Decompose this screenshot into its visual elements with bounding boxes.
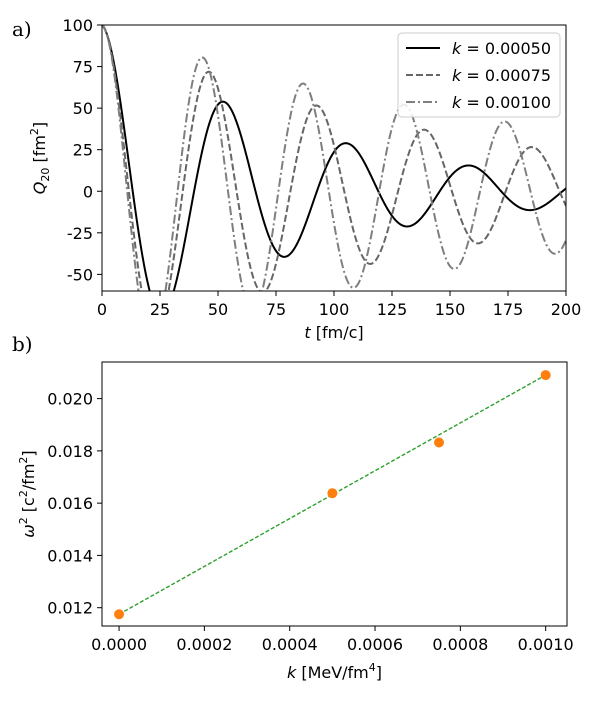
x-tick-label-a: 75: [266, 300, 286, 319]
x-tick-label-b: 0.0008: [432, 635, 488, 654]
y-tick-label-b: 0.020: [47, 390, 93, 409]
y-tick-label-b: 0.018: [47, 442, 93, 461]
y-axis-label-b: ω2 [c2/fm2]: [17, 450, 38, 537]
chart-b: 0.0000 0.0002 0.0004 0.0006 0.0008 0.0010 0.01…: [17, 361, 574, 682]
panel-a-label: a): [12, 17, 32, 41]
y-tick-label-a: 75: [73, 58, 93, 77]
x-tick-label-b: 0.0006: [347, 635, 403, 654]
x-tick-label-a: 25: [150, 300, 170, 319]
x-tick-label-a: 150: [435, 300, 466, 319]
x-axis-label-a: t [fm/c]: [304, 323, 363, 342]
x-tick-label-b: 0.0004: [262, 635, 318, 654]
y-tick-label-b: 0.016: [47, 494, 93, 513]
y-tick-label-a: -25: [67, 224, 93, 243]
plot-frame-b: [101, 361, 568, 627]
series-line-3: [102, 25, 566, 291]
legend-label-2: k = 0.00075: [452, 66, 551, 85]
legend-label-3: k = 0.00100: [452, 93, 551, 112]
data-point: [540, 370, 551, 381]
y-tick-label-a: 100: [62, 16, 93, 35]
x-tick-label-b: 0.0010: [518, 635, 574, 654]
x-tick-label-a: 175: [493, 300, 524, 319]
x-tick-label-a: 200: [551, 300, 582, 319]
x-tick-label-a: 125: [377, 300, 408, 319]
data-point: [434, 437, 445, 448]
x-tick-label-b: 0.0000: [91, 635, 147, 654]
series-line-2: [102, 25, 566, 291]
legend-box: [397, 32, 561, 118]
x-tick-label-a: 0: [97, 300, 107, 319]
y-tick-label-b: 0.012: [47, 599, 93, 618]
x-tick-label-a: 50: [208, 300, 228, 319]
legend-label-1: k = 0.00050: [452, 39, 551, 58]
x-tick-label-a: 100: [319, 300, 350, 319]
x-axis-label-b: k [MeV/fm4]: [287, 661, 382, 682]
data-point: [327, 488, 338, 499]
y-tick-label-a: -50: [67, 265, 93, 284]
y-tick-label-a: 25: [73, 141, 93, 160]
panel-b-label: b): [12, 332, 33, 356]
x-tick-label-b: 0.0002: [176, 635, 232, 654]
y-tick-label-a: 0: [83, 182, 93, 201]
y-tick-label-b: 0.014: [47, 546, 93, 565]
y-tick-label-a: 50: [73, 99, 93, 118]
series-line-1: [102, 25, 566, 291]
chart-a: 0 25 50 75 100 125 150 175 200 -50 -25 0 25 50 75 100 t …: [28, 16, 581, 342]
y-axis-label-a: Q20 [fm2]: [28, 122, 52, 194]
data-point: [114, 609, 125, 620]
fit-line: [118, 374, 547, 615]
